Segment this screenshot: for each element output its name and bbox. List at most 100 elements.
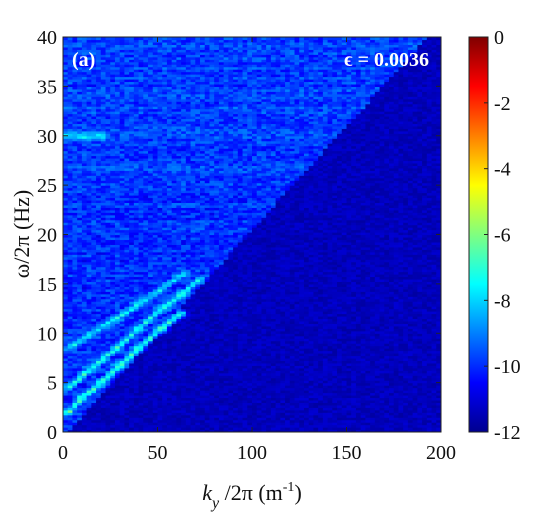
heat-cell (100, 118, 107, 122)
heat-cell (72, 86, 78, 90)
heat-cell (67, 71, 74, 75)
heat-cell (96, 195, 102, 199)
heat-cell (81, 78, 88, 83)
heat-cell (67, 264, 74, 268)
heat-cell (133, 256, 140, 260)
heat-cell (86, 61, 92, 65)
heat-cell (110, 394, 116, 399)
heat-cell (114, 204, 121, 208)
heat-cell (138, 190, 144, 194)
heat-cell (96, 414, 102, 418)
heat-cell (124, 91, 130, 95)
heat-cell (124, 39, 130, 43)
heat-cell (77, 301, 83, 305)
heat-cell (105, 402, 111, 406)
heat-cell (72, 113, 78, 117)
heat-cell (105, 197, 111, 201)
heat-cell (63, 98, 69, 102)
heat-cell (110, 409, 116, 413)
heat-cell (86, 150, 92, 154)
heat-cell (63, 382, 69, 386)
heat-cell (138, 399, 144, 403)
heat-cell (138, 143, 144, 147)
heat-cell (143, 276, 149, 280)
heat-cell (105, 306, 111, 310)
heat-cell (105, 71, 111, 75)
heat-cell (105, 170, 111, 174)
heat-cell (72, 224, 78, 228)
heat-cell (67, 135, 74, 139)
heat-cell (67, 138, 74, 142)
heat-cell (143, 130, 149, 134)
heat-cell (96, 125, 102, 129)
heat-cell (100, 264, 107, 268)
heat-cell (72, 365, 78, 369)
heat-cell (67, 74, 74, 78)
heat-cell (77, 116, 83, 120)
heat-cell (105, 385, 111, 389)
heat-cell (114, 380, 121, 384)
heat-cell (91, 214, 97, 218)
heat-cell (91, 234, 97, 238)
heat-cell (100, 399, 107, 403)
heat-cell (96, 251, 102, 255)
heat-cell (96, 246, 102, 250)
heat-cell (67, 180, 74, 184)
heat-cell (86, 135, 92, 139)
heat-cell (81, 382, 88, 386)
heat-cell (129, 325, 135, 329)
heat-cell (86, 241, 92, 245)
heat-cell (81, 66, 88, 70)
heat-cell (81, 214, 88, 218)
heat-cell (148, 236, 154, 241)
heat-cell (91, 86, 97, 90)
heat-cell (119, 350, 126, 354)
heat-cell (96, 318, 102, 322)
heat-cell (119, 224, 126, 228)
heat-cell (143, 296, 149, 300)
heat-cell (100, 59, 107, 63)
heat-cell (100, 372, 107, 376)
heat-cell (96, 93, 102, 97)
heat-cell (96, 157, 102, 162)
heat-cell (152, 338, 159, 342)
heat-cell (110, 64, 116, 68)
heat-cell (138, 78, 144, 83)
heat-cell (114, 348, 121, 352)
heat-cell (67, 111, 74, 115)
heat-cell (129, 239, 135, 243)
heat-cell (91, 165, 97, 169)
heat-cell (129, 372, 135, 376)
heat-cell (67, 207, 74, 211)
heat-cell (119, 130, 126, 134)
heat-cell (105, 182, 111, 186)
heat-cell (63, 232, 69, 236)
heat-cell (119, 222, 126, 226)
heat-cell (91, 360, 97, 364)
heat-cell (67, 160, 74, 164)
heat-cell (148, 353, 154, 357)
heat-cell (105, 91, 111, 95)
heat-cell (119, 165, 126, 169)
heat-cell (86, 283, 92, 287)
heat-cell (138, 266, 144, 270)
heat-cell (77, 402, 83, 406)
heat-cell (114, 409, 121, 413)
heat-cell (119, 259, 126, 263)
heat-cell (124, 303, 130, 307)
heat-cell (105, 180, 111, 184)
heat-cell (100, 187, 107, 191)
heat-cell (129, 382, 135, 386)
heat-cell (143, 148, 149, 152)
heat-cell (119, 348, 126, 352)
heat-cell (129, 81, 135, 85)
heat-cell (110, 266, 116, 270)
heat-cell (110, 229, 116, 233)
heat-cell (77, 392, 83, 396)
heat-cell (143, 101, 149, 105)
heat-cell (119, 404, 126, 408)
heat-cell (119, 204, 126, 208)
heat-cell (63, 335, 69, 339)
heat-cell (119, 93, 126, 97)
heat-cell (81, 259, 88, 263)
